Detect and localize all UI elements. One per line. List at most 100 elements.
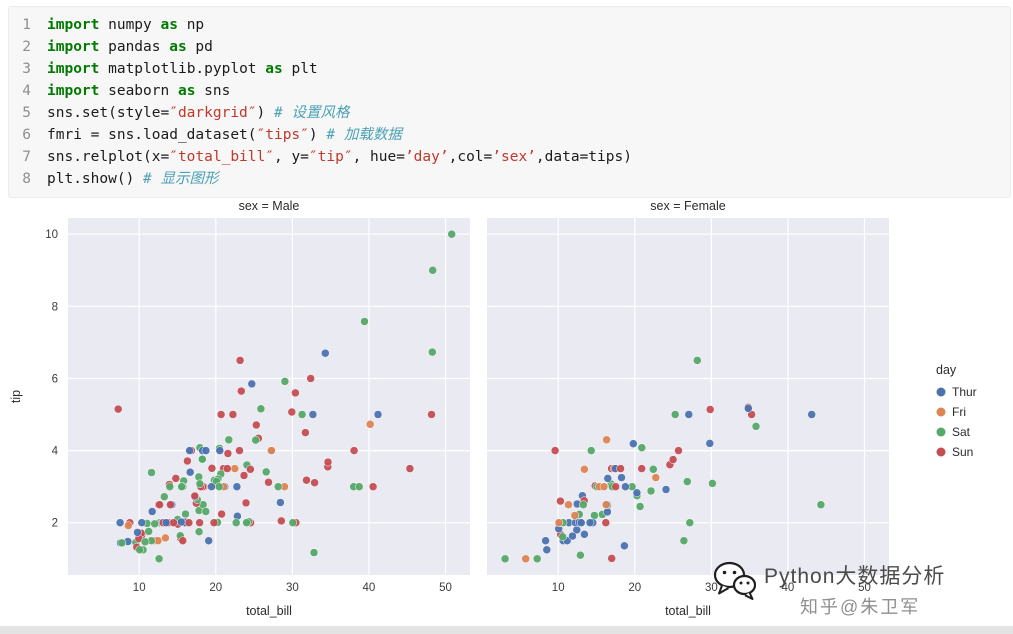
scatter-point — [668, 455, 678, 464]
scatter-point — [674, 446, 683, 455]
scatter-point — [607, 554, 616, 563]
scatter-point — [558, 532, 567, 542]
facet-title: sex = Female — [650, 199, 725, 213]
scatter-point — [309, 548, 319, 557]
scatter-point — [617, 473, 626, 482]
scatter-point — [708, 479, 717, 488]
scatter-point — [601, 518, 611, 527]
code-text: fmri = sns.load_dataset(″tips″) # 加载数据 — [47, 127, 402, 143]
scatter-point — [568, 531, 577, 541]
scatter-point — [288, 518, 298, 527]
scatter-point — [576, 518, 586, 527]
code-text: import numpy as np — [47, 17, 205, 33]
code-text: plt.show() # 显示图形 — [47, 171, 219, 187]
scatter-point — [301, 428, 310, 437]
relplot-figure: 10 20 30 40 50 sex = Male total_bill 10 20 30 40 50… — [0, 196, 1013, 626]
scatter-point — [280, 377, 290, 386]
scatter-point — [635, 502, 645, 511]
scatter-point — [580, 530, 589, 539]
scatter-point — [629, 439, 638, 448]
line-number: 5 — [22, 105, 31, 121]
code-text: sns.set(style=″darkgrid″) # 设置风格 — [47, 105, 350, 121]
legend-marker — [936, 427, 946, 437]
facet-title: sex = Male — [239, 199, 300, 213]
watermark: Python大数据分析 知乎@朱卫军 — [712, 560, 945, 619]
scatter-point — [161, 533, 170, 543]
scatter-point — [178, 536, 188, 545]
watermark-title: Python大数据分析 — [764, 565, 946, 588]
scatter-point — [181, 509, 190, 519]
scatter-point — [603, 474, 613, 483]
y-tick-label: 2 — [52, 518, 58, 530]
scatter-point — [147, 507, 157, 516]
x-tick-label: 10 — [133, 582, 146, 594]
y-axis-label: tip — [9, 390, 23, 403]
scatter-point — [239, 471, 249, 480]
scatter-point — [599, 482, 609, 491]
scatter-point — [621, 482, 630, 491]
scatter-point — [242, 518, 251, 527]
code-text: import seaborn as sns — [47, 83, 231, 99]
scatter-point — [113, 404, 123, 414]
scatter-point — [405, 464, 415, 473]
scatter-point — [217, 509, 226, 519]
scatter-point — [190, 491, 200, 501]
scatter-point — [427, 410, 436, 419]
scatter-point — [705, 405, 715, 414]
scatter-point — [124, 521, 133, 530]
scatter-point — [373, 410, 383, 419]
scatter-point — [171, 474, 181, 483]
scatter-point — [611, 482, 620, 491]
horizontal-scrollbar[interactable] — [0, 626, 1013, 634]
scatter-point — [277, 516, 286, 526]
scatter-point — [590, 511, 599, 520]
scatter-point — [532, 554, 542, 564]
scatter-point — [144, 527, 153, 536]
scatter-point — [541, 536, 550, 545]
watermark-author: 知乎@朱卫军 — [800, 597, 921, 617]
scatter-point — [231, 518, 241, 527]
scatter-point — [276, 498, 285, 507]
scatter-point — [252, 420, 261, 430]
scatter-point — [198, 454, 207, 464]
scatter-point — [160, 492, 169, 501]
y-tick-label: 10 — [45, 229, 58, 241]
x-tick-label: 20 — [628, 582, 641, 594]
scatter-point — [807, 410, 816, 419]
y-tick-label: 4 — [52, 446, 59, 458]
scatter-point — [603, 507, 612, 517]
scatter-point — [176, 517, 186, 527]
scatter-point — [209, 518, 219, 527]
scatter-point — [601, 500, 611, 509]
scatter-point — [365, 420, 375, 429]
line-number: 4 — [22, 83, 31, 99]
scatter-point — [201, 446, 211, 455]
scatter-point — [570, 511, 580, 520]
scatter-point — [521, 554, 530, 564]
scatter-point — [183, 456, 192, 466]
scatter-point — [550, 446, 560, 455]
scatter-point — [185, 467, 195, 477]
scatter-point — [670, 410, 680, 419]
scatter-point — [693, 356, 702, 365]
scatter-point — [135, 545, 144, 555]
scatter-point — [602, 435, 611, 445]
scatter-point — [616, 464, 625, 473]
scatter-point — [147, 468, 156, 477]
legend-entry: Fri — [952, 405, 966, 419]
scatter-point — [150, 519, 159, 529]
scatter-point — [261, 467, 271, 477]
scatter-point — [580, 465, 589, 474]
scatter-point — [235, 356, 245, 365]
line-number: 1 — [22, 17, 31, 33]
code-line: 6 fmri = sns.load_dataset(″tips″) # 加载数据 — [9, 124, 1010, 146]
legend-entry: Sun — [952, 445, 973, 459]
scatter-point — [155, 500, 164, 509]
line-number: 6 — [22, 127, 31, 143]
scatter-point — [556, 496, 565, 506]
scatter-point — [310, 478, 319, 487]
scatter-point — [241, 498, 251, 508]
code-editor[interactable]: 1 import numpy as np 2 import pandas as pd 3… — [8, 6, 1011, 198]
scatter-point — [235, 446, 244, 455]
legend-entry: Sat — [952, 425, 971, 439]
